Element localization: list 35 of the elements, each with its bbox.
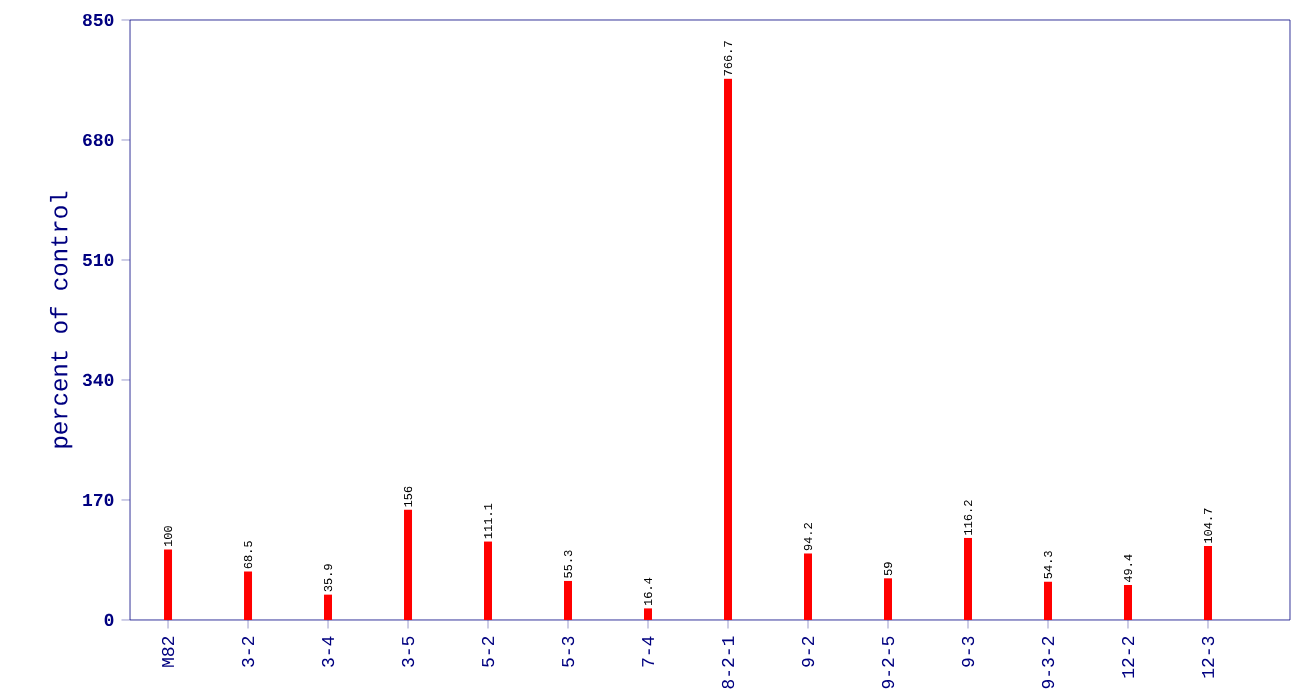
bar (244, 571, 253, 620)
bar (884, 578, 892, 620)
bar (964, 537, 972, 620)
bar (804, 553, 813, 620)
x-tick-label: 5-3 (561, 636, 575, 667)
x-tick-label: 3-5 (401, 636, 415, 667)
x-tick-label: 12-2 (1121, 636, 1135, 678)
bar (324, 594, 333, 620)
y-axis-title: percent of control (49, 191, 73, 448)
x-tick-label: 9-2 (801, 636, 815, 667)
y-tick-label: 170 (83, 493, 114, 507)
x-tick-label: 12-3 (1201, 636, 1215, 678)
bar (1044, 581, 1052, 620)
x-tick-label: 3-2 (241, 636, 255, 667)
x-tick-label: 7-4 (642, 636, 654, 667)
bar (724, 78, 733, 620)
x-tick-label: 9-2-5 (881, 636, 895, 689)
bar (484, 541, 493, 620)
bar (164, 549, 173, 620)
y-tick-label: 340 (82, 373, 114, 387)
x-tick-label: 8-2-1 (721, 636, 735, 689)
x-tick-label: 3-4 (321, 636, 335, 667)
y-tick-label: 510 (82, 253, 114, 267)
bar (404, 509, 413, 620)
x-tick-label: 9-3 (961, 636, 975, 667)
x-tick-label: M82 (161, 636, 175, 667)
x-tick-label: 5-2 (481, 636, 495, 667)
y-tick-label: 0 (104, 613, 114, 627)
y-tick-label: 680 (83, 133, 114, 147)
bar (1203, 546, 1212, 620)
x-tick-label: 9-3-2 (1041, 636, 1055, 689)
bar (564, 580, 573, 620)
y-tick-label: 850 (82, 13, 114, 27)
bar (1124, 585, 1132, 620)
bar (644, 608, 653, 620)
